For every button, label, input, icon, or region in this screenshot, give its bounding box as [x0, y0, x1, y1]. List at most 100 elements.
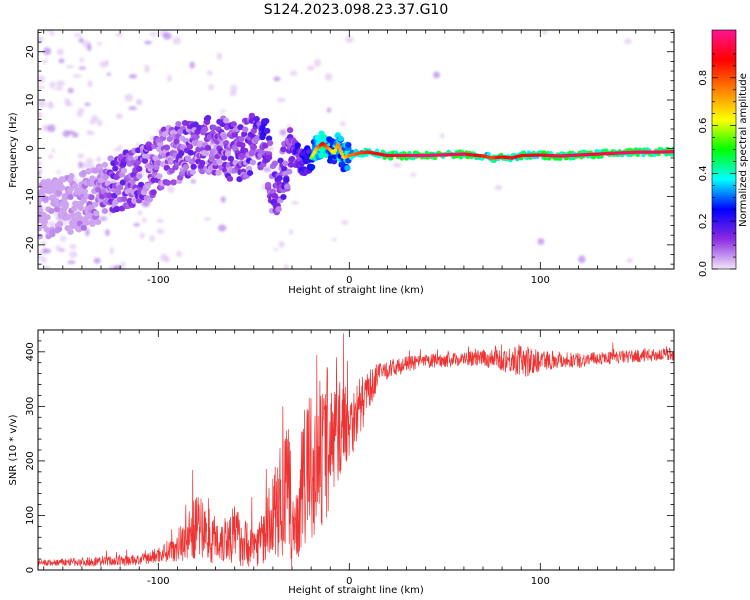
heatmap-cell: [202, 150, 210, 157]
spectrogram-ytick-label: -10: [25, 188, 36, 204]
heatmap-cell: [58, 184, 66, 191]
snr-xlabel: Height of straight line (km): [288, 585, 424, 596]
heatmap-cell: [156, 173, 163, 180]
heatmap-cell: [170, 179, 177, 186]
heatmap-speckle: [56, 48, 64, 56]
heatmap-cell: [55, 226, 63, 233]
snr-xtick-label: -100: [147, 576, 170, 587]
heatmap-cell: [262, 142, 269, 149]
heatmap-cell: [80, 197, 88, 204]
heatmap-cell: [106, 192, 113, 199]
heatmap-cell: [282, 160, 289, 167]
spectrogram-ylabel: Frequency (Hz): [8, 112, 19, 188]
heatmap-speckle: [72, 74, 82, 78]
heatmap-speckle: [69, 243, 77, 250]
heatmap-cell: [264, 181, 272, 188]
heatmap-cell: [44, 214, 51, 221]
heatmap-speckle: [167, 185, 175, 193]
heatmap-cell: [284, 183, 291, 190]
heatmap-speckle: [162, 32, 172, 40]
heatmap-speckle: [164, 256, 170, 263]
heatmap-speckle: [67, 260, 76, 265]
heatmap-speckle: [578, 255, 586, 264]
heatmap-cell: [186, 143, 194, 150]
heatmap-core-cell: [340, 152, 345, 156]
heatmap-core-cell: [338, 149, 343, 153]
chart-title: S124.2023.098.23.37.G10: [264, 2, 449, 18]
snr-ytick-label: 300: [25, 397, 36, 416]
heatmap-cell: [48, 208, 55, 215]
heatmap-speckle: [55, 170, 62, 174]
heatmap-cell: [166, 135, 173, 142]
heatmap-speckle: [77, 108, 85, 113]
heatmap-speckle: [115, 113, 123, 120]
spectrogram-ytick-label: -20: [25, 237, 36, 253]
heatmap-speckle: [144, 40, 152, 45]
heatmap-speckle: [93, 257, 101, 264]
colorbar-tick-label: 0.6: [698, 118, 709, 134]
heatmap-cell: [136, 173, 143, 180]
heatmap-cell: [239, 152, 246, 159]
heatmap-cell: [196, 124, 203, 131]
heatmap-speckle: [56, 80, 65, 87]
heatmap-speckle: [289, 70, 298, 76]
heatmap-cell: [224, 150, 232, 157]
heatmap-speckle: [433, 71, 440, 79]
heatmap-cell: [150, 189, 157, 196]
heatmap-cell: [77, 205, 85, 212]
heatmap-cell: [242, 126, 249, 133]
heatmap-cell: [246, 169, 254, 176]
heatmap-speckle: [291, 200, 299, 205]
heatmap-speckle: [99, 216, 108, 221]
heatmap-speckle: [494, 184, 503, 191]
heatmap-cell: [201, 126, 209, 133]
heatmap-cell: [288, 155, 296, 162]
heatmap-speckle: [76, 111, 83, 118]
heatmap-cell: [230, 121, 237, 128]
heatmap-cell: [204, 114, 212, 121]
heatmap-cell: [222, 117, 230, 124]
heatmap-cell: [283, 177, 290, 184]
heatmap-cell: [116, 184, 124, 191]
heatmap-speckle: [313, 58, 322, 67]
heatmap-speckle: [78, 66, 87, 70]
heatmap-cell: [239, 142, 246, 149]
heatmap-cell: [173, 138, 180, 145]
heatmap-speckle: [38, 254, 42, 260]
colorbar-bar: [712, 30, 736, 269]
heatmap-cell: [258, 148, 265, 155]
heatmap-cell: [265, 154, 273, 161]
heatmap-cell: [76, 215, 84, 222]
heatmap-speckle: [326, 107, 332, 113]
heatmap-speckle: [439, 133, 445, 139]
heatmap-cell: [42, 195, 49, 202]
heatmap-cell: [221, 133, 228, 140]
heatmap-speckle: [85, 157, 94, 165]
heatmap-speckle: [84, 102, 91, 106]
heatmap-speckle: [339, 121, 346, 127]
heatmap-speckle: [38, 160, 42, 167]
heatmap-speckle: [135, 98, 142, 105]
heatmap-cell: [280, 146, 287, 153]
spectrogram-xlabel: Height of straight line (km): [288, 285, 424, 296]
heatmap-speckle: [279, 129, 287, 136]
heatmap-cell: [275, 206, 282, 213]
heatmap-cell: [67, 194, 74, 201]
heatmap-speckle: [39, 249, 45, 255]
heatmap-cell: [107, 155, 114, 162]
snr-ytick-label: 100: [25, 506, 36, 525]
heatmap-speckle: [167, 74, 172, 82]
snr-ytick-label: 400: [25, 342, 36, 361]
heatmap-speckle: [77, 153, 85, 159]
heatmap-cell: [146, 145, 153, 152]
heatmap-cell: [241, 131, 248, 138]
heatmap-speckle: [156, 228, 165, 235]
heatmap-cell: [345, 141, 352, 148]
heatmap-speckle: [109, 246, 114, 255]
heatmap-cell: [193, 133, 200, 140]
heatmap-speckle: [137, 210, 143, 216]
heatmap-speckle: [345, 36, 354, 44]
heatmap-cell: [62, 203, 69, 210]
heatmap-cell: [187, 149, 194, 156]
heatmap-speckle: [141, 217, 147, 223]
